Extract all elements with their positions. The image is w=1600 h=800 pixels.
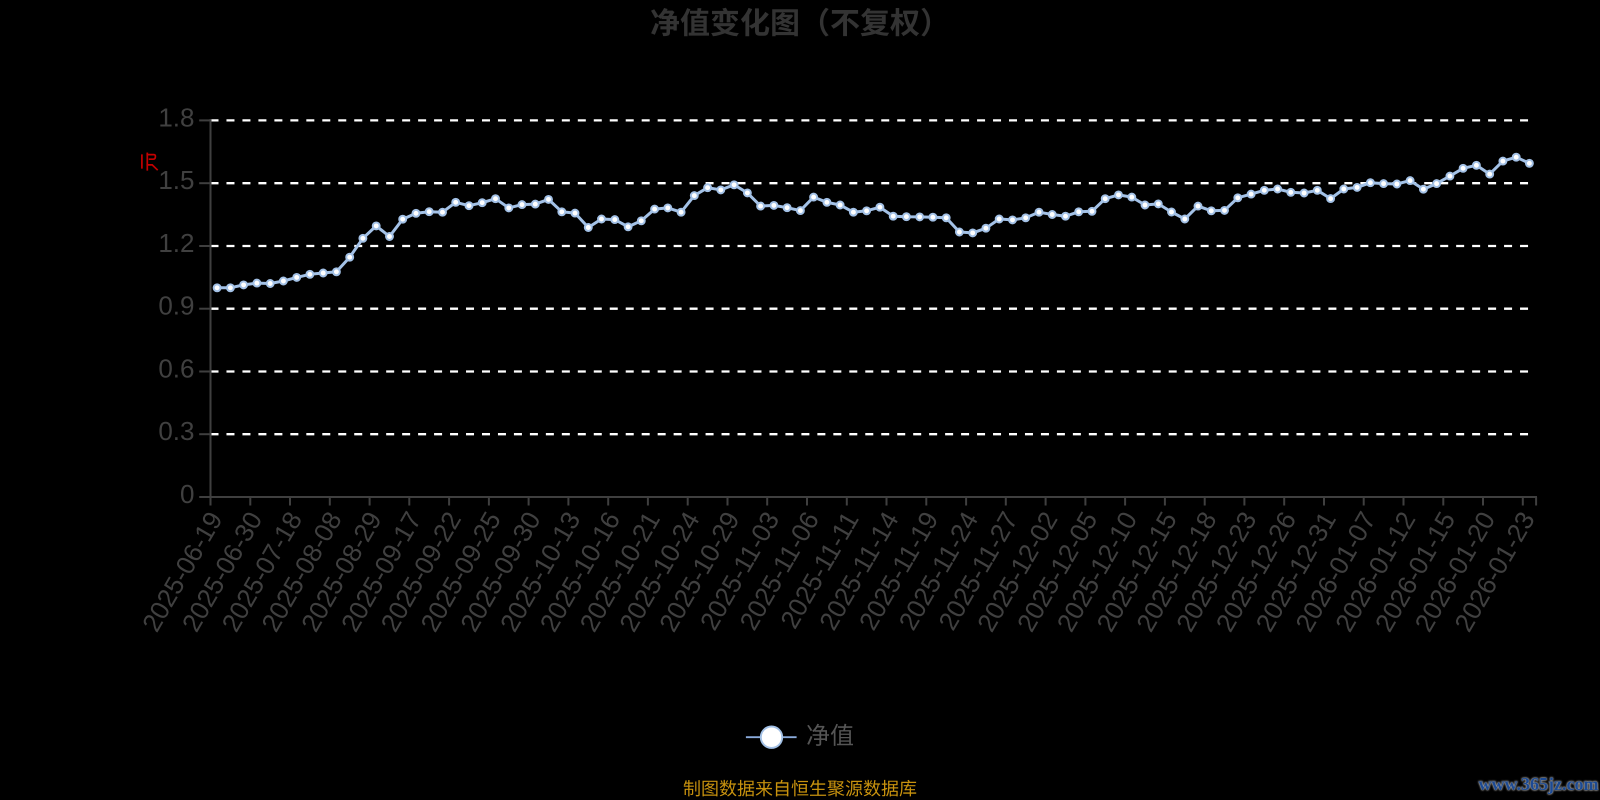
svg-text:www.365jz.com: www.365jz.com bbox=[1479, 774, 1599, 794]
svg-text:1.5: 1.5 bbox=[158, 165, 194, 195]
svg-text:0.3: 0.3 bbox=[158, 416, 194, 446]
svg-text:1.8: 1.8 bbox=[158, 102, 194, 132]
svg-text:0.6: 0.6 bbox=[158, 354, 194, 384]
svg-text:1.2: 1.2 bbox=[158, 228, 194, 258]
svg-text:0.9: 0.9 bbox=[158, 291, 194, 321]
svg-text:0: 0 bbox=[180, 479, 194, 509]
